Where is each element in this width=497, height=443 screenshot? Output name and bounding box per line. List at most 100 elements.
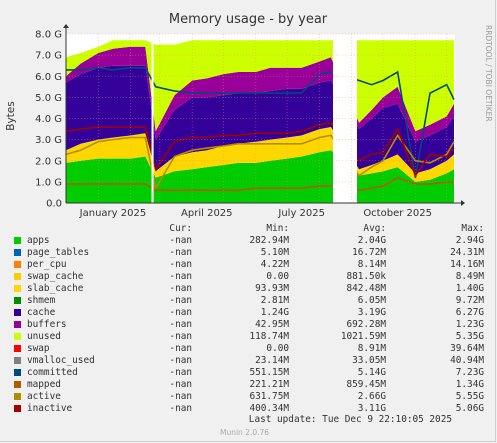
legend-name: buffers (27, 319, 67, 330)
legend-avg: 5.14G (357, 367, 386, 378)
legend-swatch (14, 297, 21, 304)
legend-avg: 8.91M (357, 343, 386, 354)
legend-name: committed (27, 367, 78, 378)
legend-row-inactive: inactive -nan 400.34M 3.11G 5.06G (0, 403, 497, 415)
chart: Memory usage - by year Bytes RRDTOOL / T… (5, 12, 493, 219)
legend-max: 7.23G (455, 367, 484, 378)
legend-max: 8.49M (455, 271, 484, 282)
legend-cur: -nan (169, 271, 192, 282)
y-tick-label: 8.0 G (35, 30, 62, 41)
legend-min: 400.34M (249, 403, 289, 414)
legend-swatch (14, 249, 21, 256)
legend-row-cache: cache -nan 1.24G 3.19G 6.27G (0, 307, 497, 319)
legend-name: inactive (27, 403, 73, 414)
legend-cur: -nan (169, 343, 192, 354)
legend-cur: -nan (169, 367, 192, 378)
legend-min: 5.10M (260, 247, 289, 258)
chart-title: Memory usage - by year (169, 12, 328, 27)
legend-max: 5.55G (455, 391, 484, 402)
legend-swatch (14, 321, 21, 328)
legend-min: 42.95M (255, 319, 289, 330)
legend-row-swap_cache: swap_cache -nan 0.00 881.50k 8.49M (0, 271, 497, 283)
area-buffers (66, 46, 454, 142)
x-tick-label: January 2025 (79, 208, 147, 219)
legend-cur: -nan (169, 259, 192, 270)
legend-row-slab_cache: slab_cache -nan 93.93M 842.48M 1.40G (0, 283, 497, 295)
legend-cur: -nan (169, 355, 192, 366)
legend-table: Cur: Min: Avg: Max: apps -nan 282.94M 2.04G… (0, 223, 497, 415)
legend-max: 5.35G (455, 331, 484, 342)
legend-avg: 859.45M (346, 379, 386, 390)
line-mapped (66, 176, 454, 192)
legend-min: 0.00 (266, 343, 289, 354)
area-cache (66, 65, 454, 174)
y-tick-label: 2.0 G (35, 156, 62, 167)
legend-cur: -nan (169, 319, 192, 330)
legend-avg: 692.28M (346, 319, 386, 330)
y-axis-arrow-icon (63, 24, 69, 28)
legend-avg: 881.50k (346, 271, 386, 282)
legend-cur: -nan (169, 379, 192, 390)
legend-avg: 6.05M (357, 295, 386, 306)
legend-name: swap_cache (27, 271, 84, 282)
legend-swatch (14, 261, 21, 268)
legend-row-swap: swap -nan 0.00 8.91M 39.64M (0, 343, 497, 355)
legend-row-vmalloc_used: vmalloc_used -nan 23.14M 33.05M 40.94M (0, 355, 497, 367)
legend-row-buffers: buffers -nan 42.95M 692.28M 1.23G (0, 319, 497, 331)
legend-avg: 2.66G (357, 391, 386, 402)
legend-name: apps (27, 235, 50, 246)
col-avg-header: Avg: (363, 223, 386, 234)
legend-avg: 2.04G (357, 235, 386, 246)
y-tick-label: 4.0 G (35, 114, 62, 125)
legend-row-page_tables: page_tables -nan 5.10M 16.72M 24.31M (0, 247, 497, 259)
legend-min: 1.24G (260, 307, 289, 318)
legend-swatch (14, 369, 21, 376)
legend-swatch (14, 381, 21, 388)
legend-row-mapped: mapped -nan 221.21M 859.45M 1.34G (0, 379, 497, 391)
legend-avg: 33.05M (352, 355, 386, 366)
legend-max: 2.94G (455, 235, 484, 246)
legend-row-per_cpu: per_cpu -nan 4.22M 8.14M 14.16M (0, 259, 497, 271)
legend-name: slab_cache (27, 283, 84, 294)
line-active (65, 133, 455, 191)
legend-min: 118.74M (249, 331, 289, 342)
legend-row-unused: unused -nan 118.74M 1021.59M 5.35G (0, 331, 497, 343)
col-max-header: Max: (461, 223, 484, 234)
legend-max: 1.40G (455, 283, 484, 294)
line-inactive (65, 121, 455, 178)
legend-min: 551.15M (249, 367, 289, 378)
legend-max: 40.94M (450, 355, 484, 366)
legend-swatch (14, 333, 21, 340)
legend-swatch (14, 345, 21, 352)
legend-max: 39.64M (450, 343, 484, 354)
legend-avg: 8.14M (357, 259, 386, 270)
legend-min: 0.00 (266, 271, 289, 282)
legend-row-shmem: shmem -nan 2.81M 6.05M 9.72M (0, 295, 497, 307)
legend-min: 2.81M (260, 295, 289, 306)
legend-cur: -nan (169, 307, 192, 318)
legend-name: swap (27, 343, 50, 354)
legend-row-active: active -nan 631.75M 2.66G 5.55G (0, 391, 497, 403)
y-tick-label: 5.0 G (35, 93, 62, 104)
legend-max: 1.34G (455, 379, 484, 390)
legend-swatch (14, 285, 21, 292)
legend-name: active (27, 391, 61, 402)
legend-swatch (14, 309, 21, 316)
legend-cur: -nan (169, 391, 192, 402)
legend-avg: 1021.59M (340, 331, 386, 342)
line-committed (66, 66, 455, 178)
legend-max: 24.31M (450, 247, 484, 258)
rrdtool-credit: RRDTOOL / TOBI OETIKER (484, 25, 493, 122)
legend-min: 221.21M (249, 379, 289, 390)
col-min-header: Min: (266, 223, 289, 234)
x-axis-arrow-icon (461, 200, 465, 206)
y-tick-label: 1.0 G (35, 177, 62, 188)
y-tick-label: 3.0 G (35, 135, 62, 146)
data-gap-1 (151, 34, 154, 203)
legend-swatch (14, 393, 21, 400)
legend-header: Cur: Min: Avg: Max: (0, 223, 497, 235)
x-tick-label: July 2025 (277, 208, 325, 219)
legend-cur: -nan (169, 331, 192, 342)
legend-max: 9.72M (455, 295, 484, 306)
